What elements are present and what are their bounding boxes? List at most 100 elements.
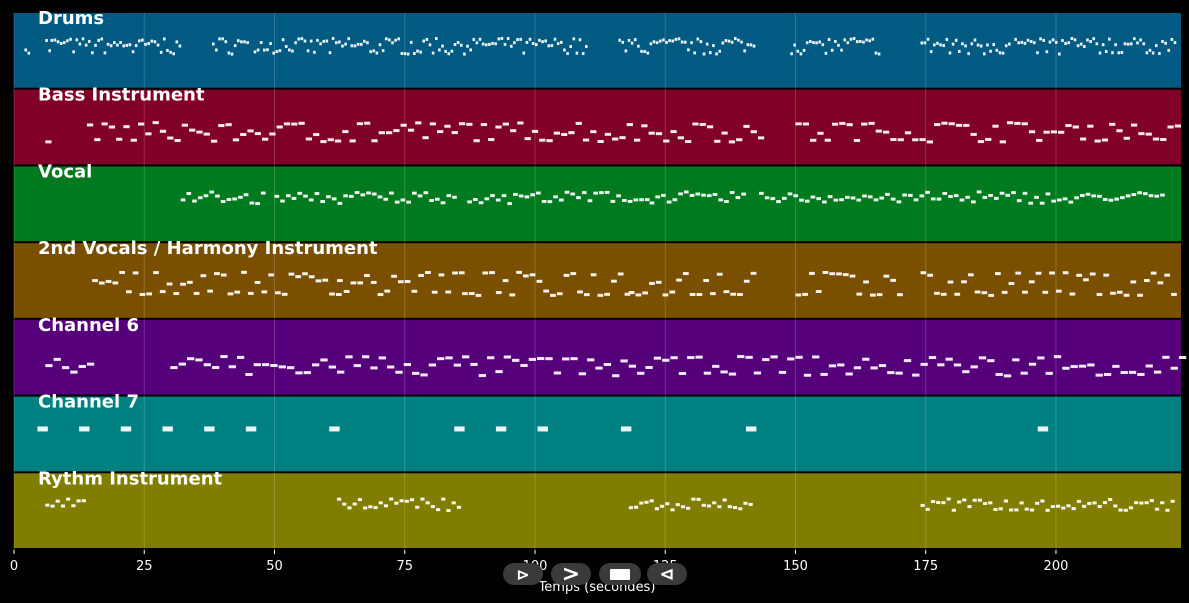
note-2-95	[741, 192, 746, 196]
note-2-47	[467, 200, 472, 204]
note-0-314	[1161, 40, 1164, 44]
note-3-76	[597, 293, 604, 297]
note-0-168	[627, 38, 631, 42]
note-2-92	[724, 200, 729, 204]
note-1-44	[400, 123, 407, 127]
note-0-282	[1061, 39, 1064, 43]
note-4-61	[628, 364, 637, 368]
note-2-54	[507, 202, 513, 206]
note-2-143	[1028, 201, 1034, 205]
note-1-18	[210, 139, 218, 143]
note-3-119	[940, 292, 947, 296]
track-lane-0	[14, 13, 1181, 88]
note-2-18	[291, 196, 297, 200]
note-0-76	[309, 39, 313, 43]
note-3-97	[737, 293, 743, 297]
note-0-70	[291, 49, 294, 53]
note-2-57	[524, 195, 530, 199]
note-0-88	[347, 37, 351, 41]
note-0-247	[948, 51, 952, 55]
note-4-9	[195, 358, 203, 362]
note-1-126	[1028, 130, 1036, 134]
note-0-66	[278, 49, 282, 53]
note-1-108	[897, 138, 904, 142]
note-1-47	[422, 136, 429, 140]
note-1-70	[590, 130, 597, 134]
note-4-127	[1178, 355, 1187, 359]
note-4-32	[387, 365, 395, 369]
note-2-136	[988, 193, 993, 197]
note-3-14	[186, 280, 193, 284]
note-0-109	[413, 51, 416, 55]
note-4-83	[812, 355, 820, 359]
prev-button[interactable]: ⊲	[647, 563, 687, 585]
note-0-209	[790, 52, 793, 56]
note-2-122	[908, 193, 913, 197]
note-1-96	[810, 138, 817, 142]
next-button[interactable]: >	[551, 562, 591, 587]
note-5-10	[620, 426, 632, 432]
note-1-15	[189, 128, 196, 132]
note-1-123	[1006, 121, 1014, 125]
note-1-7	[130, 138, 137, 142]
note-2-63	[558, 198, 564, 202]
play-button[interactable]: ⊳	[503, 563, 543, 585]
note-0-188	[690, 41, 693, 45]
note-1-11	[159, 129, 167, 133]
note-3-8	[146, 292, 153, 296]
note-1-68	[575, 121, 582, 125]
note-6-50	[722, 498, 727, 502]
note-0-217	[815, 41, 818, 45]
note-0-50	[224, 40, 228, 44]
note-0-114	[428, 43, 432, 47]
note-1-133	[1079, 137, 1087, 141]
note-0-175	[649, 42, 653, 46]
note-0-26	[119, 40, 122, 44]
note-3-29	[288, 272, 295, 276]
note-0-252	[964, 44, 967, 48]
note-1-3	[101, 122, 108, 126]
note-1-66	[561, 132, 568, 136]
note-3-5	[126, 290, 132, 294]
tracks-group	[14, 13, 1181, 548]
note-2-31	[366, 191, 371, 195]
note-0-308	[1142, 42, 1146, 46]
note-3-72	[570, 272, 577, 276]
note-1-143	[1152, 137, 1160, 141]
note-5-2	[120, 426, 132, 432]
note-0-29	[128, 43, 132, 47]
note-3-6	[132, 271, 139, 275]
note-1-28	[283, 122, 291, 126]
note-2-154	[1091, 194, 1097, 198]
note-3-22	[241, 270, 247, 274]
note-0-312	[1154, 44, 1158, 48]
note-6-49	[717, 505, 722, 509]
note-2-152	[1079, 194, 1085, 198]
note-3-68	[543, 289, 550, 293]
note-3-105	[829, 272, 836, 276]
note-3-95	[723, 290, 730, 294]
note-3-9	[153, 271, 159, 275]
note-4-25	[328, 365, 336, 369]
note-0-2	[45, 39, 48, 43]
note-0-181	[668, 39, 671, 43]
note-6-55	[748, 502, 753, 506]
note-2-38	[406, 200, 411, 204]
note-6-26	[430, 505, 435, 509]
note-5-3	[162, 426, 173, 432]
note-1-98	[824, 138, 831, 142]
note-4-6	[170, 366, 178, 370]
note-4-100	[953, 363, 962, 367]
note-4-99	[945, 357, 953, 361]
note-2-69	[593, 191, 599, 195]
stop-button[interactable]	[599, 563, 641, 585]
note-5-7	[454, 426, 465, 432]
note-6-91	[1102, 501, 1108, 505]
note-2-55	[513, 192, 518, 196]
note-4-1	[53, 357, 61, 361]
note-1-45	[407, 128, 415, 132]
note-6-40	[670, 508, 675, 512]
note-2-123	[913, 198, 919, 202]
note-4-60	[620, 359, 628, 363]
